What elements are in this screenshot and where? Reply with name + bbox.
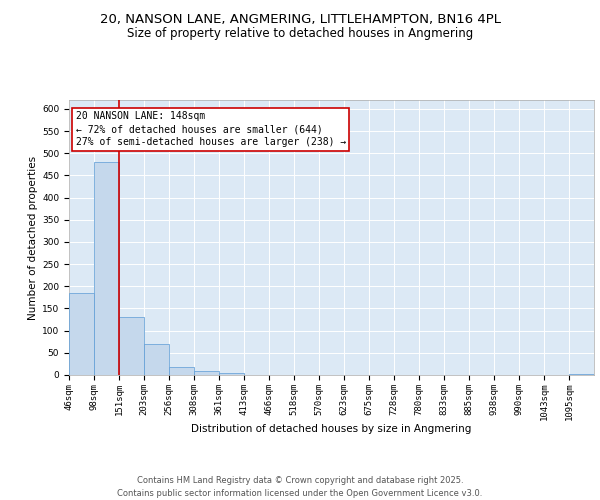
Bar	[569, 374, 594, 375]
Bar	[119, 318, 144, 375]
Bar	[169, 367, 194, 375]
X-axis label: Distribution of detached houses by size in Angmering: Distribution of detached houses by size …	[191, 424, 472, 434]
Bar	[144, 344, 169, 375]
Text: Size of property relative to detached houses in Angmering: Size of property relative to detached ho…	[127, 28, 473, 40]
Bar	[94, 162, 119, 375]
Text: 20, NANSON LANE, ANGMERING, LITTLEHAMPTON, BN16 4PL: 20, NANSON LANE, ANGMERING, LITTLEHAMPTO…	[100, 12, 500, 26]
Text: Contains HM Land Registry data © Crown copyright and database right 2025.
Contai: Contains HM Land Registry data © Crown c…	[118, 476, 482, 498]
Y-axis label: Number of detached properties: Number of detached properties	[28, 156, 38, 320]
Text: 20 NANSON LANE: 148sqm
← 72% of detached houses are smaller (644)
27% of semi-de: 20 NANSON LANE: 148sqm ← 72% of detached…	[76, 111, 346, 148]
Bar	[219, 373, 244, 375]
Bar	[194, 372, 219, 375]
Bar	[69, 293, 94, 375]
